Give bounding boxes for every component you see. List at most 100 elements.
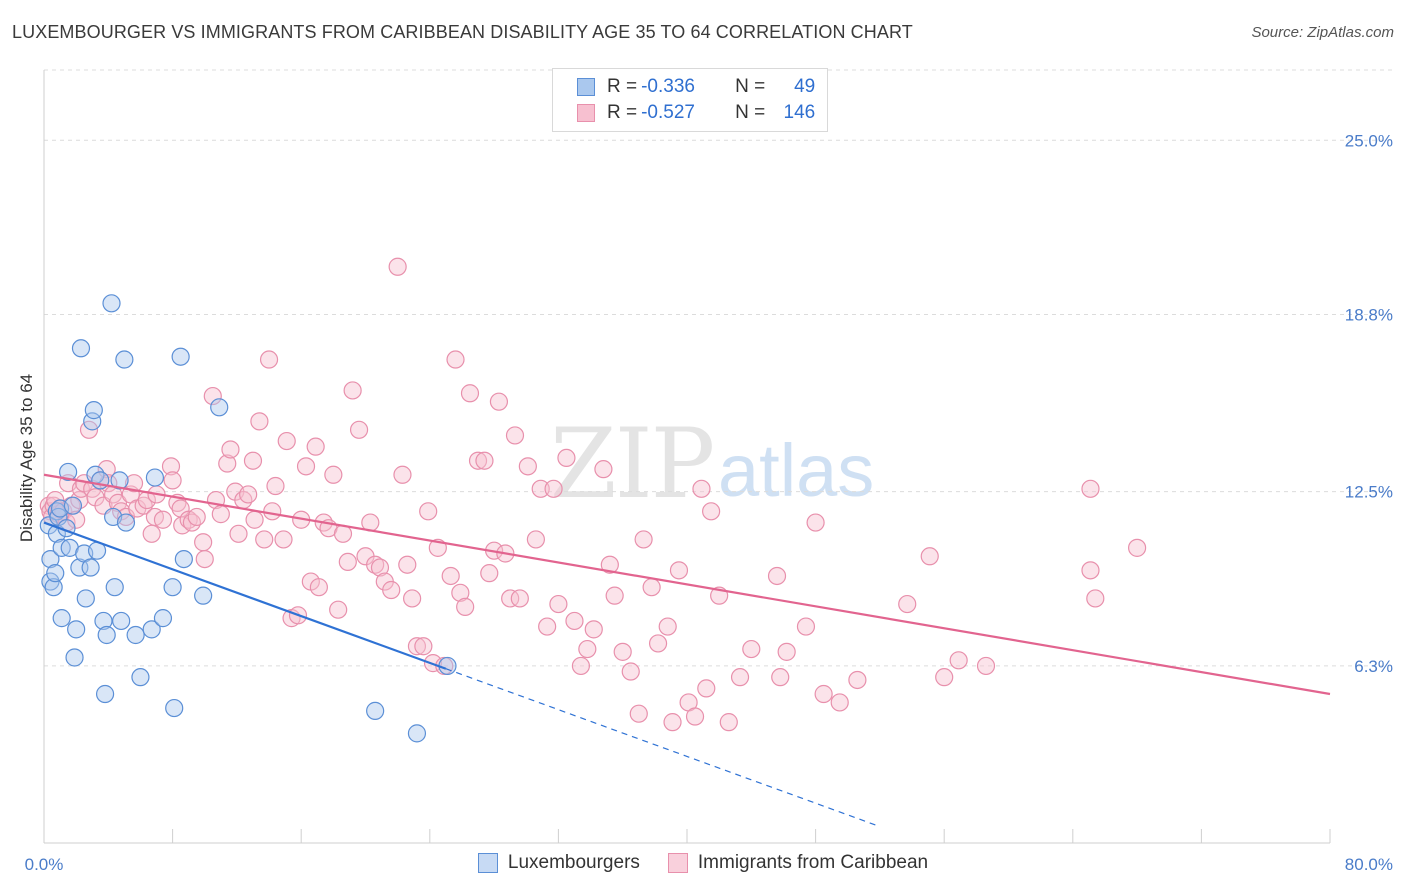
data-point-luxembourger	[163, 578, 182, 597]
data-point-caribbean	[398, 555, 417, 574]
data-point-luxembourger	[145, 468, 165, 487]
data-point-luxembourger	[102, 294, 121, 313]
legend-swatch-pink	[577, 104, 595, 122]
legend-n-label: N =	[735, 76, 766, 97]
data-point-caribbean	[134, 496, 153, 515]
data-point-caribbean	[329, 600, 348, 619]
data-point-caribbean	[600, 555, 619, 574]
data-point-caribbean	[403, 589, 422, 608]
data-point-caribbean	[742, 639, 761, 659]
data-point-caribbean	[605, 586, 624, 605]
data-point-caribbean	[1086, 589, 1105, 608]
data-point-luxembourger	[131, 668, 150, 687]
data-point-caribbean	[621, 662, 640, 681]
data-point-luxembourger	[63, 496, 83, 515]
data-point-caribbean	[557, 448, 576, 468]
data-point-luxembourger	[44, 578, 63, 597]
data-point-caribbean	[259, 350, 279, 369]
grid-lines	[44, 69, 1393, 667]
legend-item-caribbean: Immigrants from Caribbean	[667, 852, 928, 874]
data-point-caribbean	[277, 431, 296, 451]
data-point-caribbean	[658, 617, 677, 636]
data-point-caribbean	[255, 530, 274, 549]
data-point-caribbean	[153, 510, 173, 529]
legend-r-label: R =	[607, 102, 638, 123]
data-point-luxembourger	[115, 350, 134, 369]
watermark-zip: ZIP	[550, 408, 715, 520]
data-point-caribbean	[338, 552, 357, 572]
data-point-caribbean	[456, 597, 475, 616]
chart-title: LUXEMBOURGER VS IMMIGRANTS FROM CARIBBEA…	[12, 22, 913, 42]
data-point-luxembourger	[126, 625, 145, 645]
data-point-luxembourger	[171, 347, 190, 366]
data-point-caribbean	[229, 524, 248, 543]
data-point-caribbean	[1127, 538, 1147, 557]
data-point-caribbean	[239, 485, 258, 504]
data-point-caribbean	[531, 479, 550, 498]
data-point-caribbean	[480, 564, 499, 583]
data-point-luxembourger	[438, 656, 457, 676]
data-point-caribbean	[510, 589, 529, 608]
data-point-luxembourger	[41, 572, 60, 591]
data-point-caribbean	[366, 555, 385, 574]
data-point-caribbean	[382, 580, 401, 600]
data-point-caribbean	[370, 558, 390, 577]
legend-n-value: 49	[794, 76, 816, 97]
trend-line-luxembourgers	[43, 521, 447, 670]
trend-lines	[43, 473, 1331, 828]
y-tick-label: 25.0%	[1345, 131, 1393, 150]
legend-row-caribbean: R = -0.527 N = 146	[577, 101, 815, 125]
data-point-caribbean	[549, 594, 568, 614]
data-point-caribbean	[771, 668, 790, 687]
data-point-caribbean	[393, 465, 412, 484]
data-point-caribbean	[451, 583, 470, 602]
data-point-caribbean	[263, 502, 282, 521]
data-point-caribbean	[663, 713, 682, 732]
data-point-luxembourger	[81, 558, 100, 577]
data-point-caribbean	[1081, 479, 1100, 498]
data-point-caribbean	[702, 502, 721, 521]
data-point-luxembourger	[52, 609, 71, 628]
data-point-caribbean	[538, 617, 557, 636]
data-point-caribbean	[419, 502, 438, 521]
data-point-caribbean	[935, 668, 954, 687]
source-label: Source: ZipAtlas.com	[1251, 24, 1394, 41]
x-tick-label: 80.0%	[1345, 855, 1393, 874]
data-point-caribbean	[796, 617, 816, 636]
data-point-luxembourger	[366, 701, 385, 720]
data-point-caribbean	[920, 547, 939, 566]
data-point-caribbean	[306, 437, 325, 456]
data-point-caribbean	[814, 684, 833, 704]
data-point-caribbean	[194, 533, 213, 552]
data-point-caribbean	[949, 651, 968, 670]
data-point-caribbean	[221, 440, 240, 459]
data-point-caribbean	[526, 530, 545, 549]
trend-line-caribbean	[43, 473, 1331, 696]
data-point-caribbean	[161, 457, 181, 476]
data-point-caribbean	[349, 420, 369, 439]
data-point-caribbean	[571, 656, 591, 676]
data-point-luxembourger	[194, 586, 213, 605]
data-point-luxembourger	[59, 462, 78, 482]
data-point-caribbean	[518, 457, 537, 476]
data-point-luxembourger	[67, 620, 86, 639]
data-point-caribbean	[898, 594, 917, 614]
y-axis-label: Disability Age 35 to 64	[17, 374, 36, 542]
data-point-caribbean	[634, 530, 653, 549]
data-point-caribbean	[414, 637, 433, 656]
data-point-luxembourger	[71, 339, 91, 358]
data-point-luxembourger	[112, 611, 131, 631]
data-point-caribbean	[441, 566, 460, 586]
series-legend: Luxembourgers Immigrants from Caribbean	[0, 852, 1406, 874]
data-point-caribbean	[163, 471, 182, 490]
data-point-caribbean	[274, 530, 293, 549]
data-point-caribbean	[1081, 561, 1100, 580]
data-point-caribbean	[266, 476, 285, 496]
legend-swatch-pink	[667, 853, 688, 873]
legend-r-label: R =	[607, 76, 638, 97]
data-point-caribbean	[245, 510, 264, 529]
legend-n-value: 146	[783, 102, 816, 123]
legend-item-luxembourgers: Luxembourgers	[477, 852, 640, 874]
data-point-caribbean	[97, 460, 116, 479]
